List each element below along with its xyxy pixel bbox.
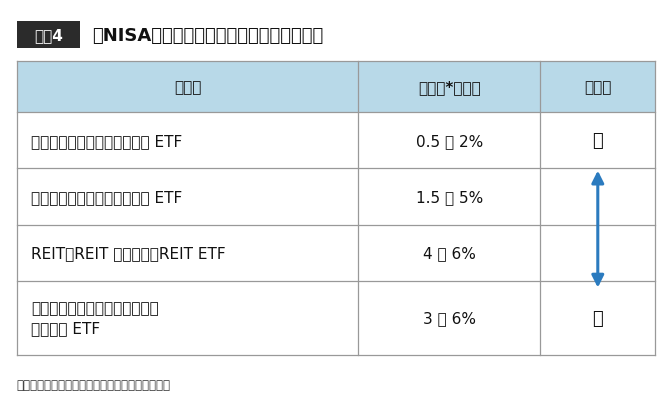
Text: 4 〜 6%: 4 〜 6%	[423, 245, 476, 261]
Bar	[358, 169, 540, 225]
Bar	[540, 281, 655, 355]
Bar	[17, 22, 80, 49]
Bar	[540, 62, 655, 113]
Text: 利回り*の目安: 利回り*の目安	[418, 80, 480, 95]
Text: 新NISAで運用できるキャッシュフロー資産: 新NISAで運用できるキャッシュフロー資産	[92, 27, 324, 45]
Text: 高配当株・高配当株ファンド・
高配当株 ETF: 高配当株・高配当株ファンド・ 高配当株 ETF	[31, 301, 159, 335]
Text: 図表4: 図表4	[34, 28, 63, 43]
Bar	[358, 225, 540, 281]
Bar	[17, 62, 358, 113]
Text: 国内債券ファンド・国内債券 ETF: 国内債券ファンド・国内債券 ETF	[31, 134, 183, 148]
Bar	[358, 281, 540, 355]
Text: ＊金利・配当利回り・分配金利回り（税引き前）: ＊金利・配当利回り・分配金利回り（税引き前）	[17, 378, 171, 391]
Bar	[540, 225, 655, 281]
Bar	[540, 169, 655, 225]
Bar	[540, 113, 655, 169]
Text: 低: 低	[592, 132, 603, 150]
Bar	[17, 281, 358, 355]
Bar	[17, 113, 358, 169]
Bar	[17, 225, 358, 281]
Text: 3 〜 6%: 3 〜 6%	[423, 310, 476, 326]
Text: REIT・REIT ファンド・REIT ETF: REIT・REIT ファンド・REIT ETF	[31, 245, 226, 261]
Text: 0.5 〜 2%: 0.5 〜 2%	[415, 134, 483, 148]
Text: 高: 高	[592, 309, 603, 327]
Text: リスク: リスク	[584, 80, 612, 95]
Text: 外国債券ファンド・外国債券 ETF: 外国債券ファンド・外国債券 ETF	[31, 190, 183, 205]
Bar	[358, 113, 540, 169]
Bar	[358, 62, 540, 113]
Bar	[17, 169, 358, 225]
Text: 1.5 〜 5%: 1.5 〜 5%	[415, 190, 483, 205]
Text: 資産名: 資産名	[174, 80, 201, 95]
